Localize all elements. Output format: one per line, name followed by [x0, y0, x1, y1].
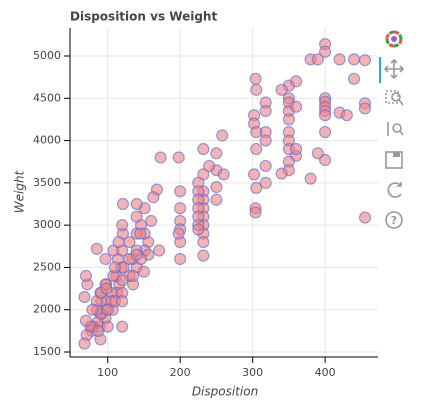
- point: [311, 53, 324, 66]
- point: [347, 53, 361, 66]
- point: [259, 104, 272, 118]
- point: [134, 227, 147, 240]
- point: [130, 210, 143, 223]
- y-axis-label: Weight: [13, 169, 27, 213]
- point: [126, 269, 140, 282]
- x-axis-label: Disposition: [192, 385, 258, 399]
- point: [79, 314, 93, 327]
- point: [172, 227, 185, 240]
- bokeh-logo[interactable]: [385, 30, 403, 48]
- point: [275, 83, 288, 96]
- point: [203, 159, 216, 173]
- x-tick-label: 100: [97, 366, 118, 379]
- point: [147, 191, 160, 204]
- point: [358, 54, 372, 67]
- point: [92, 324, 105, 337]
- point: [259, 134, 272, 147]
- point: [116, 274, 129, 287]
- point: [101, 303, 114, 316]
- point: [358, 102, 372, 115]
- point: [192, 223, 205, 236]
- point: [116, 197, 130, 211]
- y-tick-label: 4000: [33, 134, 61, 147]
- point: [318, 126, 332, 139]
- x-tick-label: 300: [242, 366, 263, 379]
- point: [250, 126, 263, 139]
- point: [145, 214, 158, 228]
- point: [172, 151, 185, 164]
- point: [86, 303, 99, 316]
- point: [210, 147, 223, 160]
- reset-tool[interactable]: [387, 182, 402, 198]
- y-tick-label: 2000: [33, 303, 61, 316]
- wheel-zoom-tool[interactable]: [387, 122, 404, 136]
- point: [112, 235, 125, 249]
- point: [116, 295, 129, 308]
- y-tick-label: 2500: [33, 260, 61, 273]
- point: [249, 206, 262, 219]
- point: [130, 197, 143, 211]
- active-tool-bar: [379, 57, 381, 83]
- point: [249, 72, 262, 85]
- save-tool[interactable]: [385, 151, 403, 169]
- point: [116, 219, 129, 232]
- point: [216, 129, 229, 142]
- toolbar: ?: [379, 30, 405, 229]
- point: [358, 211, 372, 224]
- point: [290, 142, 303, 156]
- point: [275, 167, 288, 180]
- point: [259, 176, 272, 189]
- box-zoom-tool[interactable]: [385, 90, 404, 106]
- point: [347, 72, 361, 85]
- help-tool[interactable]: ?: [385, 211, 403, 229]
- point: [174, 185, 187, 198]
- point: [197, 249, 210, 262]
- y-tick-label: 4500: [33, 91, 61, 104]
- point: [318, 45, 332, 58]
- point: [311, 147, 324, 160]
- y-tick-label: 5000: [33, 49, 61, 62]
- point: [210, 180, 223, 194]
- point: [210, 193, 223, 206]
- y-tick-label: 1500: [33, 345, 61, 358]
- point: [304, 172, 317, 185]
- point: [78, 337, 91, 350]
- point: [250, 142, 263, 156]
- point: [90, 242, 103, 255]
- point: [259, 159, 272, 173]
- point: [108, 261, 122, 274]
- x-tick-label: 400: [315, 366, 336, 379]
- point: [197, 142, 210, 156]
- point: [333, 53, 346, 66]
- point: [99, 252, 112, 266]
- point: [116, 320, 129, 333]
- point: [250, 83, 263, 96]
- x-tick-label: 200: [170, 366, 191, 379]
- point: [250, 181, 263, 195]
- point: [154, 151, 167, 164]
- point: [318, 109, 332, 122]
- point: [174, 202, 187, 215]
- point: [290, 100, 303, 113]
- y-tick-label: 3500: [33, 176, 61, 189]
- series: [78, 38, 372, 350]
- point: [79, 269, 93, 282]
- point: [197, 235, 210, 249]
- point: [137, 265, 151, 278]
- chart-title: Disposition vs Weight: [70, 10, 217, 24]
- y-tick-label: 3000: [33, 218, 61, 231]
- point: [78, 290, 91, 304]
- point: [100, 282, 113, 295]
- point: [174, 252, 187, 266]
- point: [282, 113, 295, 126]
- pan-tool[interactable]: [383, 58, 405, 80]
- point: [247, 168, 261, 181]
- point: [340, 109, 353, 122]
- point: [290, 75, 303, 88]
- point: [130, 248, 143, 261]
- point: [217, 168, 230, 181]
- point: [153, 244, 166, 257]
- svg-text:?: ?: [391, 214, 397, 227]
